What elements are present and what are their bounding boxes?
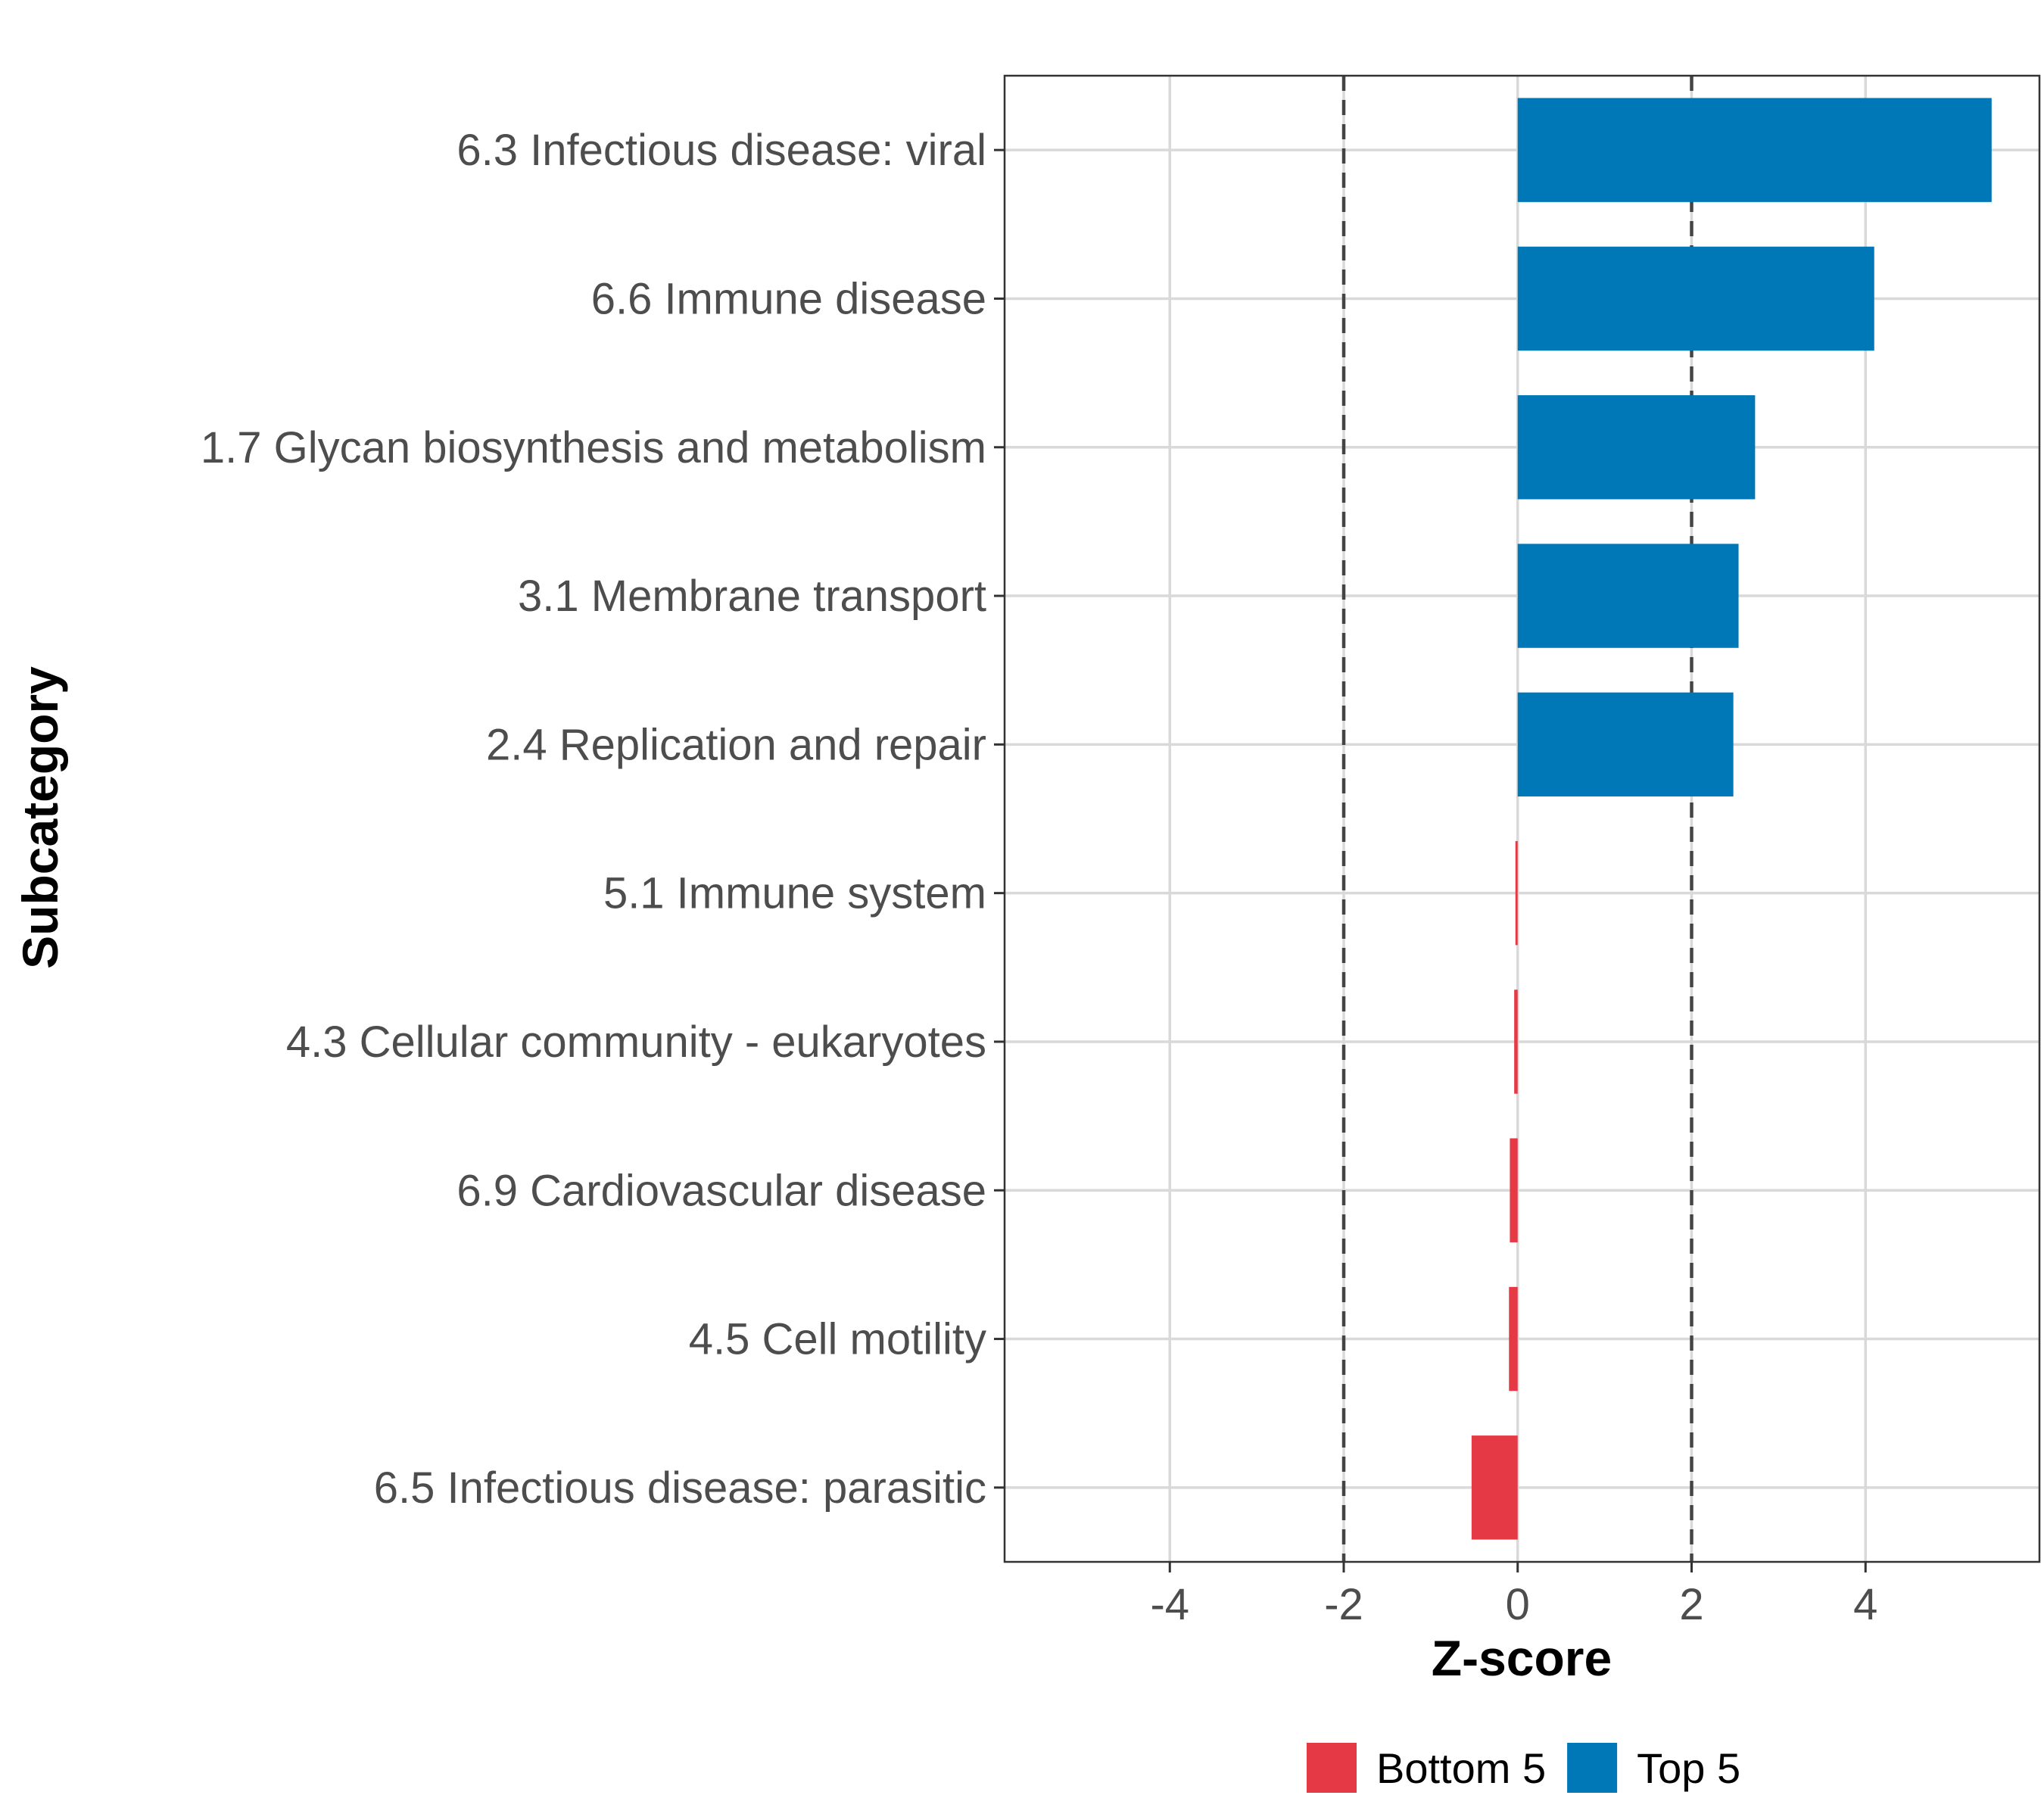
y-tick-label: 2.4 Replication and repair (486, 720, 986, 769)
legend-label: Top 5 (1637, 1744, 1740, 1792)
bar (1517, 692, 1734, 797)
y-tick-label: 4.5 Cell motility (689, 1315, 986, 1364)
y-tick-label: 5.1 Immune system (603, 869, 986, 918)
bar (1510, 1138, 1518, 1242)
bars (1471, 98, 1992, 1540)
x-axis-title: Z-score (1432, 1630, 1612, 1686)
bar (1471, 1435, 1518, 1540)
bar (1517, 98, 1992, 202)
legend-swatch (1307, 1743, 1357, 1793)
y-tick-label: 1.7 Glycan biosynthesis and metabolism (201, 423, 986, 472)
bar (1515, 840, 1518, 946)
x-tick-label: 4 (1853, 1580, 1877, 1629)
y-axis: 6.3 Infectious disease: viral 6.6 Immune … (201, 126, 1005, 1513)
y-tick-label: 3.1 Membrane transport (518, 572, 986, 621)
bar (1509, 1286, 1518, 1392)
legend-label: Bottom 5 (1376, 1744, 1546, 1792)
x-axis: -4 -2 0 2 4 (1150, 1562, 1877, 1629)
bar (1514, 990, 1518, 1094)
x-tick-label: -4 (1150, 1580, 1189, 1629)
bar (1517, 544, 1739, 648)
x-tick-label: 2 (1679, 1580, 1703, 1629)
plot-panel-border (1003, 74, 2041, 1563)
y-tick-label: 6.9 Cardiovascular disease (456, 1166, 986, 1215)
y-tick-label: 6.3 Infectious disease: viral (456, 126, 986, 175)
legend-swatch (1567, 1743, 1618, 1793)
y-axis-title: Subcategory (12, 666, 68, 969)
bar (1517, 246, 1874, 351)
x-tick-label: 0 (1506, 1580, 1530, 1629)
bar (1517, 395, 1756, 500)
y-tick-label: 6.6 Immune disease (591, 274, 986, 323)
y-tick-label: 4.3 Cellular community - eukaryotes (286, 1018, 986, 1067)
x-tick-label: -2 (1324, 1580, 1363, 1629)
y-tick-label: 6.5 Infectious disease: parasitic (374, 1463, 986, 1513)
legend: Bottom 5 Top 5 (1307, 1743, 1740, 1793)
